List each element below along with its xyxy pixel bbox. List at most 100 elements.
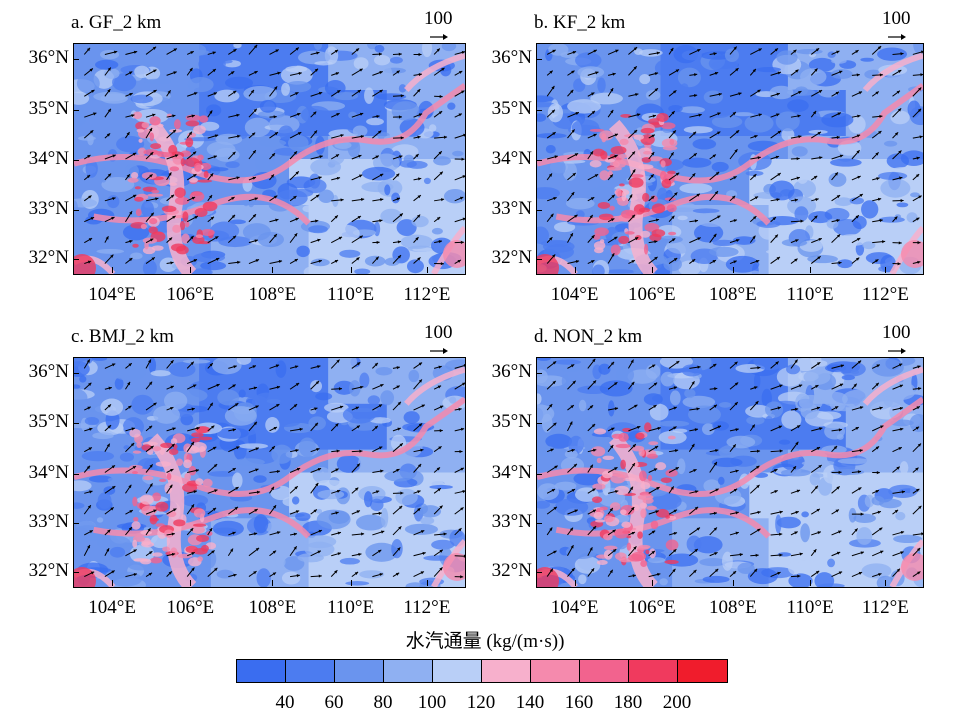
latitude-label: 32°N [491,560,532,582]
colorbar-label: 140 [515,692,545,713]
x-tick [732,580,734,586]
y-tick [536,209,542,211]
x-tick [426,580,428,586]
reference-vector-label: 100 [424,8,453,29]
y-tick [73,59,79,61]
longitude-label: 110°E [786,597,834,618]
panel-title: c. BMJ_2 km [71,326,174,347]
longitude-label: 112°E [403,597,451,618]
reference-vector-label: 100 [882,322,911,343]
y-tick [73,572,79,574]
y-tick [73,523,79,525]
reference-vector-arrow [887,343,907,354]
y-tick [536,523,542,525]
colorbar-cell [580,660,629,682]
x-tick [574,267,576,273]
x-tick [426,267,428,273]
reference-vector-arrow [887,29,907,40]
latitude-label: 33°N [28,197,69,219]
longitude-label: 110°E [327,284,375,305]
longitude-label: 108°E [248,284,297,305]
y-tick [73,473,79,475]
latitude-label: 34°N [491,461,532,483]
panel-title: b. KF_2 km [534,12,626,33]
x-tick [350,267,352,273]
colorbar-label: 200 [662,692,692,713]
longitude-label: 110°E [327,597,375,618]
latitude-label: 35°N [28,97,69,119]
colorbar-title: 水汽通量 (kg/(m·s)) [405,631,565,652]
latitude-label: 36°N [28,47,69,69]
colorbar-cell [286,660,335,682]
longitude-label: 112°E [403,284,451,305]
x-tick [112,580,114,586]
y-tick [536,59,542,61]
colorbar-label: 80 [373,692,393,713]
longitude-label: 104°E [88,284,136,305]
longitude-label: 108°E [709,597,757,618]
latitude-label: 34°N [28,461,69,483]
latitude-label: 33°N [28,511,69,533]
latitude-label: 36°N [491,361,532,383]
longitude-label: 110°E [786,284,834,305]
colorbar-label: 40 [275,692,295,713]
longitude-label: 106°E [627,597,676,618]
latitude-label: 34°N [491,148,532,170]
x-tick [810,267,812,273]
colorbar-label: 120 [466,692,496,713]
y-tick [73,160,79,162]
y-tick [536,259,542,261]
longitude-label: 108°E [248,597,297,618]
x-tick [885,267,887,273]
colorbar-cell [335,660,384,682]
colorbar-cell [482,660,531,682]
colorbar [236,659,728,683]
longitude-label: 112°E [861,284,909,305]
y-tick [536,423,542,425]
vapor-flux-map [536,43,924,275]
x-tick [651,267,653,273]
reference-vector-label: 100 [882,8,911,29]
longitude-label: 112°E [861,597,909,618]
latitude-label: 36°N [28,361,69,383]
x-tick [651,580,653,586]
latitude-label: 33°N [491,511,532,533]
y-tick [536,473,542,475]
y-tick [73,109,79,111]
colorbar-label: 100 [417,692,447,713]
colorbar-label: 160 [564,692,594,713]
latitude-label: 32°N [491,247,532,269]
y-tick [73,423,79,425]
x-tick [112,267,114,273]
colorbar-cell [433,660,482,682]
longitude-label: 104°E [550,284,599,305]
latitude-label: 32°N [28,560,69,582]
colorbar-cell [629,660,678,682]
longitude-label: 106°E [166,284,215,305]
x-tick [190,267,192,273]
longitude-label: 108°E [709,284,757,305]
x-tick [272,267,274,273]
vapor-flux-map [73,357,466,588]
latitude-label: 35°N [491,411,532,433]
latitude-label: 32°N [28,247,69,269]
longitude-label: 106°E [627,284,676,305]
x-tick [350,580,352,586]
y-tick [73,259,79,261]
latitude-label: 34°N [28,148,69,170]
latitude-label: 35°N [28,411,69,433]
x-tick [574,580,576,586]
colorbar-cell [678,660,727,682]
y-tick [536,160,542,162]
longitude-label: 104°E [88,597,136,618]
colorbar-cell [531,660,580,682]
colorbar-label: 180 [613,692,643,713]
y-tick [536,109,542,111]
latitude-label: 35°N [491,97,532,119]
x-tick [272,580,274,586]
y-tick [73,209,79,211]
latitude-label: 36°N [491,47,532,69]
vapor-flux-map [536,357,924,588]
latitude-label: 33°N [491,197,532,219]
longitude-label: 106°E [166,597,215,618]
